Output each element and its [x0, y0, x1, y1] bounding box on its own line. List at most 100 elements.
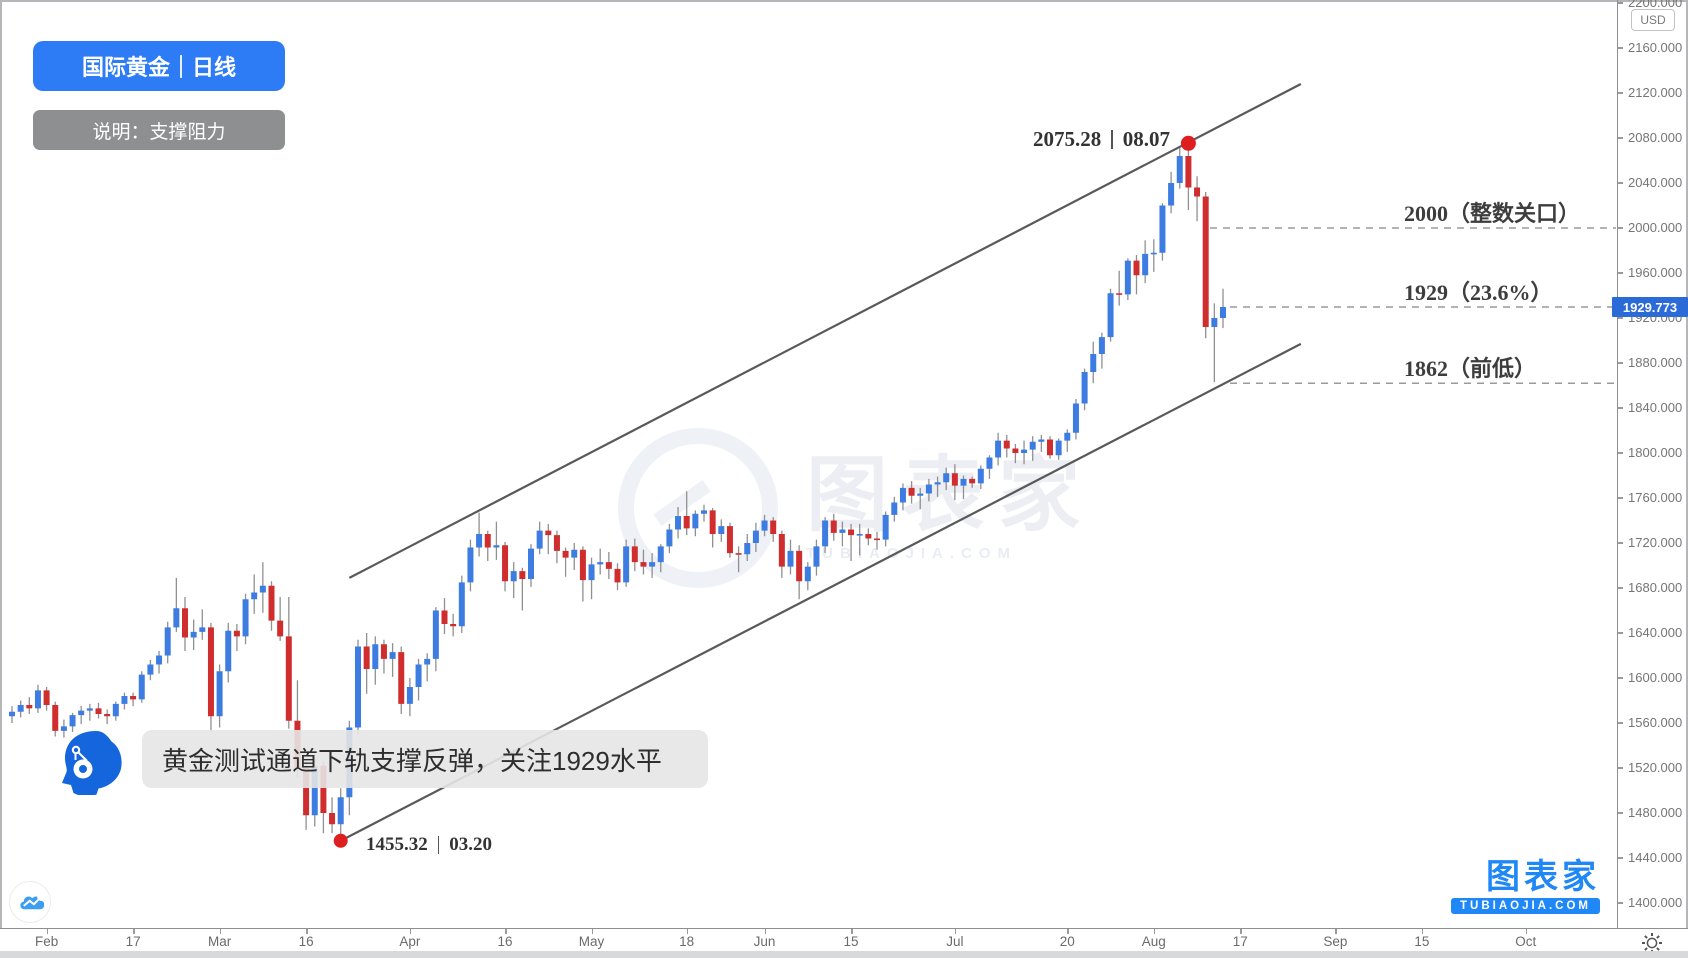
price-axis-label: 1880.000 — [1628, 355, 1683, 370]
candle-up — [1107, 293, 1114, 338]
price-axis-tick — [1618, 182, 1623, 184]
candle-up — [588, 564, 595, 581]
time-axis[interactable]: Feb 17 Mar 16 Apr 16 May 18 Jun 15 Jul 20 Aug 17 Sep 15… — [0, 928, 1688, 952]
candle-up — [60, 726, 67, 731]
price-axis-label: 2120.000 — [1628, 85, 1683, 100]
candle-up — [311, 765, 318, 816]
price-axis-label: 1760.000 — [1628, 490, 1683, 505]
candle-up — [657, 546, 664, 563]
candle-down — [95, 708, 102, 714]
time-axis-label: 18 — [679, 934, 695, 949]
candle-up — [571, 549, 578, 558]
time-axis-label: Jul — [946, 934, 964, 949]
time-axis-tick — [686, 929, 689, 934]
price-axis-tick — [1618, 272, 1623, 274]
candle-down — [726, 526, 733, 554]
price-axis-label: 1560.000 — [1628, 715, 1683, 730]
candle-up — [337, 797, 344, 825]
candle-down — [268, 585, 275, 621]
candle-down — [709, 510, 716, 534]
candle-up — [17, 705, 24, 712]
candle-down — [363, 646, 370, 669]
candle-up — [190, 631, 197, 638]
candle-down — [848, 529, 855, 536]
symbol-title-button[interactable]: 国际黄金｜日线 — [33, 41, 285, 91]
candle-down — [380, 644, 387, 659]
candle-up — [597, 562, 604, 565]
candle-up — [995, 440, 1002, 458]
candle-up — [476, 534, 483, 548]
candle-up — [718, 526, 725, 534]
candle-up — [1211, 318, 1218, 327]
time-axis-label: Jun — [753, 934, 776, 949]
candle-up — [1098, 337, 1105, 354]
price-axis-label: 1960.000 — [1628, 265, 1683, 280]
high-price-text: 2075.28 — [1033, 127, 1102, 151]
legend-note-button[interactable]: 说明：支撑阻力 — [33, 110, 285, 150]
candle-up — [78, 710, 85, 716]
price-axis-label: 1480.000 — [1628, 805, 1683, 820]
time-axis-label: 17 — [125, 934, 141, 949]
candle-up — [1072, 403, 1079, 433]
price-axis-tick — [1618, 47, 1623, 49]
time-axis-label: Apr — [399, 934, 421, 949]
brand-domain-badge: TUBIAOJIA.COM — [1451, 898, 1600, 914]
candle-down — [830, 520, 837, 533]
candle-up — [891, 502, 898, 515]
candle-up — [666, 529, 673, 547]
price-axis-label: 2160.000 — [1628, 40, 1683, 55]
candle-up — [839, 529, 846, 533]
time-axis-tick — [219, 929, 222, 934]
level-label: 2000（整数关口） — [1404, 201, 1581, 226]
price-axis-tick — [1618, 407, 1623, 409]
candle-up — [1220, 307, 1226, 318]
candle-down — [735, 553, 742, 555]
candle-down — [631, 546, 638, 563]
price-axis-label: 1640.000 — [1628, 625, 1683, 640]
candle-up — [977, 468, 984, 484]
candle-up — [432, 610, 439, 659]
price-axis-tick — [1618, 902, 1623, 904]
candle-down — [502, 545, 509, 582]
candle-down — [640, 562, 647, 567]
price-axis-tick — [1618, 587, 1623, 589]
price-axis-tick — [1618, 92, 1623, 94]
candle-up — [86, 708, 93, 711]
bottom-scrollbar-track — [0, 951, 1688, 958]
candle-up — [960, 478, 967, 486]
level-label: 1862（前低） — [1404, 356, 1537, 382]
time-axis-tick — [1240, 929, 1242, 934]
candle-up — [744, 543, 751, 555]
candle-up — [1168, 183, 1175, 206]
time-axis-label: Oct — [1515, 934, 1537, 949]
candle-up — [917, 493, 924, 496]
price-axis-tick — [1618, 497, 1623, 499]
candle-up — [1090, 354, 1097, 372]
swing-high-annotation: 2075.28 08.07 — [1033, 127, 1170, 152]
price-axis[interactable]: 2200.000 2160.000 2120.000 2080.000 2040.000… — [1617, 0, 1688, 951]
candle-up — [1081, 372, 1088, 404]
candle-down — [26, 705, 33, 709]
price-axis-label: 1400.000 — [1628, 895, 1683, 910]
time-axis-label: 16 — [497, 934, 513, 949]
price-axis-tick — [1618, 542, 1623, 544]
price-axis-tick — [1618, 812, 1623, 814]
time-axis-tick — [306, 929, 308, 934]
candle-up — [458, 582, 465, 627]
time-axis-tick — [409, 929, 412, 934]
candle-down — [614, 568, 621, 583]
price-axis-label: 1840.000 — [1628, 400, 1683, 415]
candle-down — [1133, 260, 1140, 276]
last-price-badge: 1929.773 — [1612, 297, 1688, 317]
time-axis-tick — [1421, 929, 1424, 934]
analysis-callout: 黄金测试通道下轨支撑反弹，关注1929水平 — [142, 730, 708, 788]
time-axis-label: 15 — [843, 934, 859, 949]
candle-up — [986, 457, 993, 469]
callout-text: 黄金测试通道下轨支撑反弹，关注1929水平 — [162, 745, 662, 776]
time-axis-tick — [1525, 929, 1528, 934]
candle-up — [225, 630, 232, 672]
candle-up — [1038, 439, 1045, 442]
candle-down — [951, 473, 958, 486]
